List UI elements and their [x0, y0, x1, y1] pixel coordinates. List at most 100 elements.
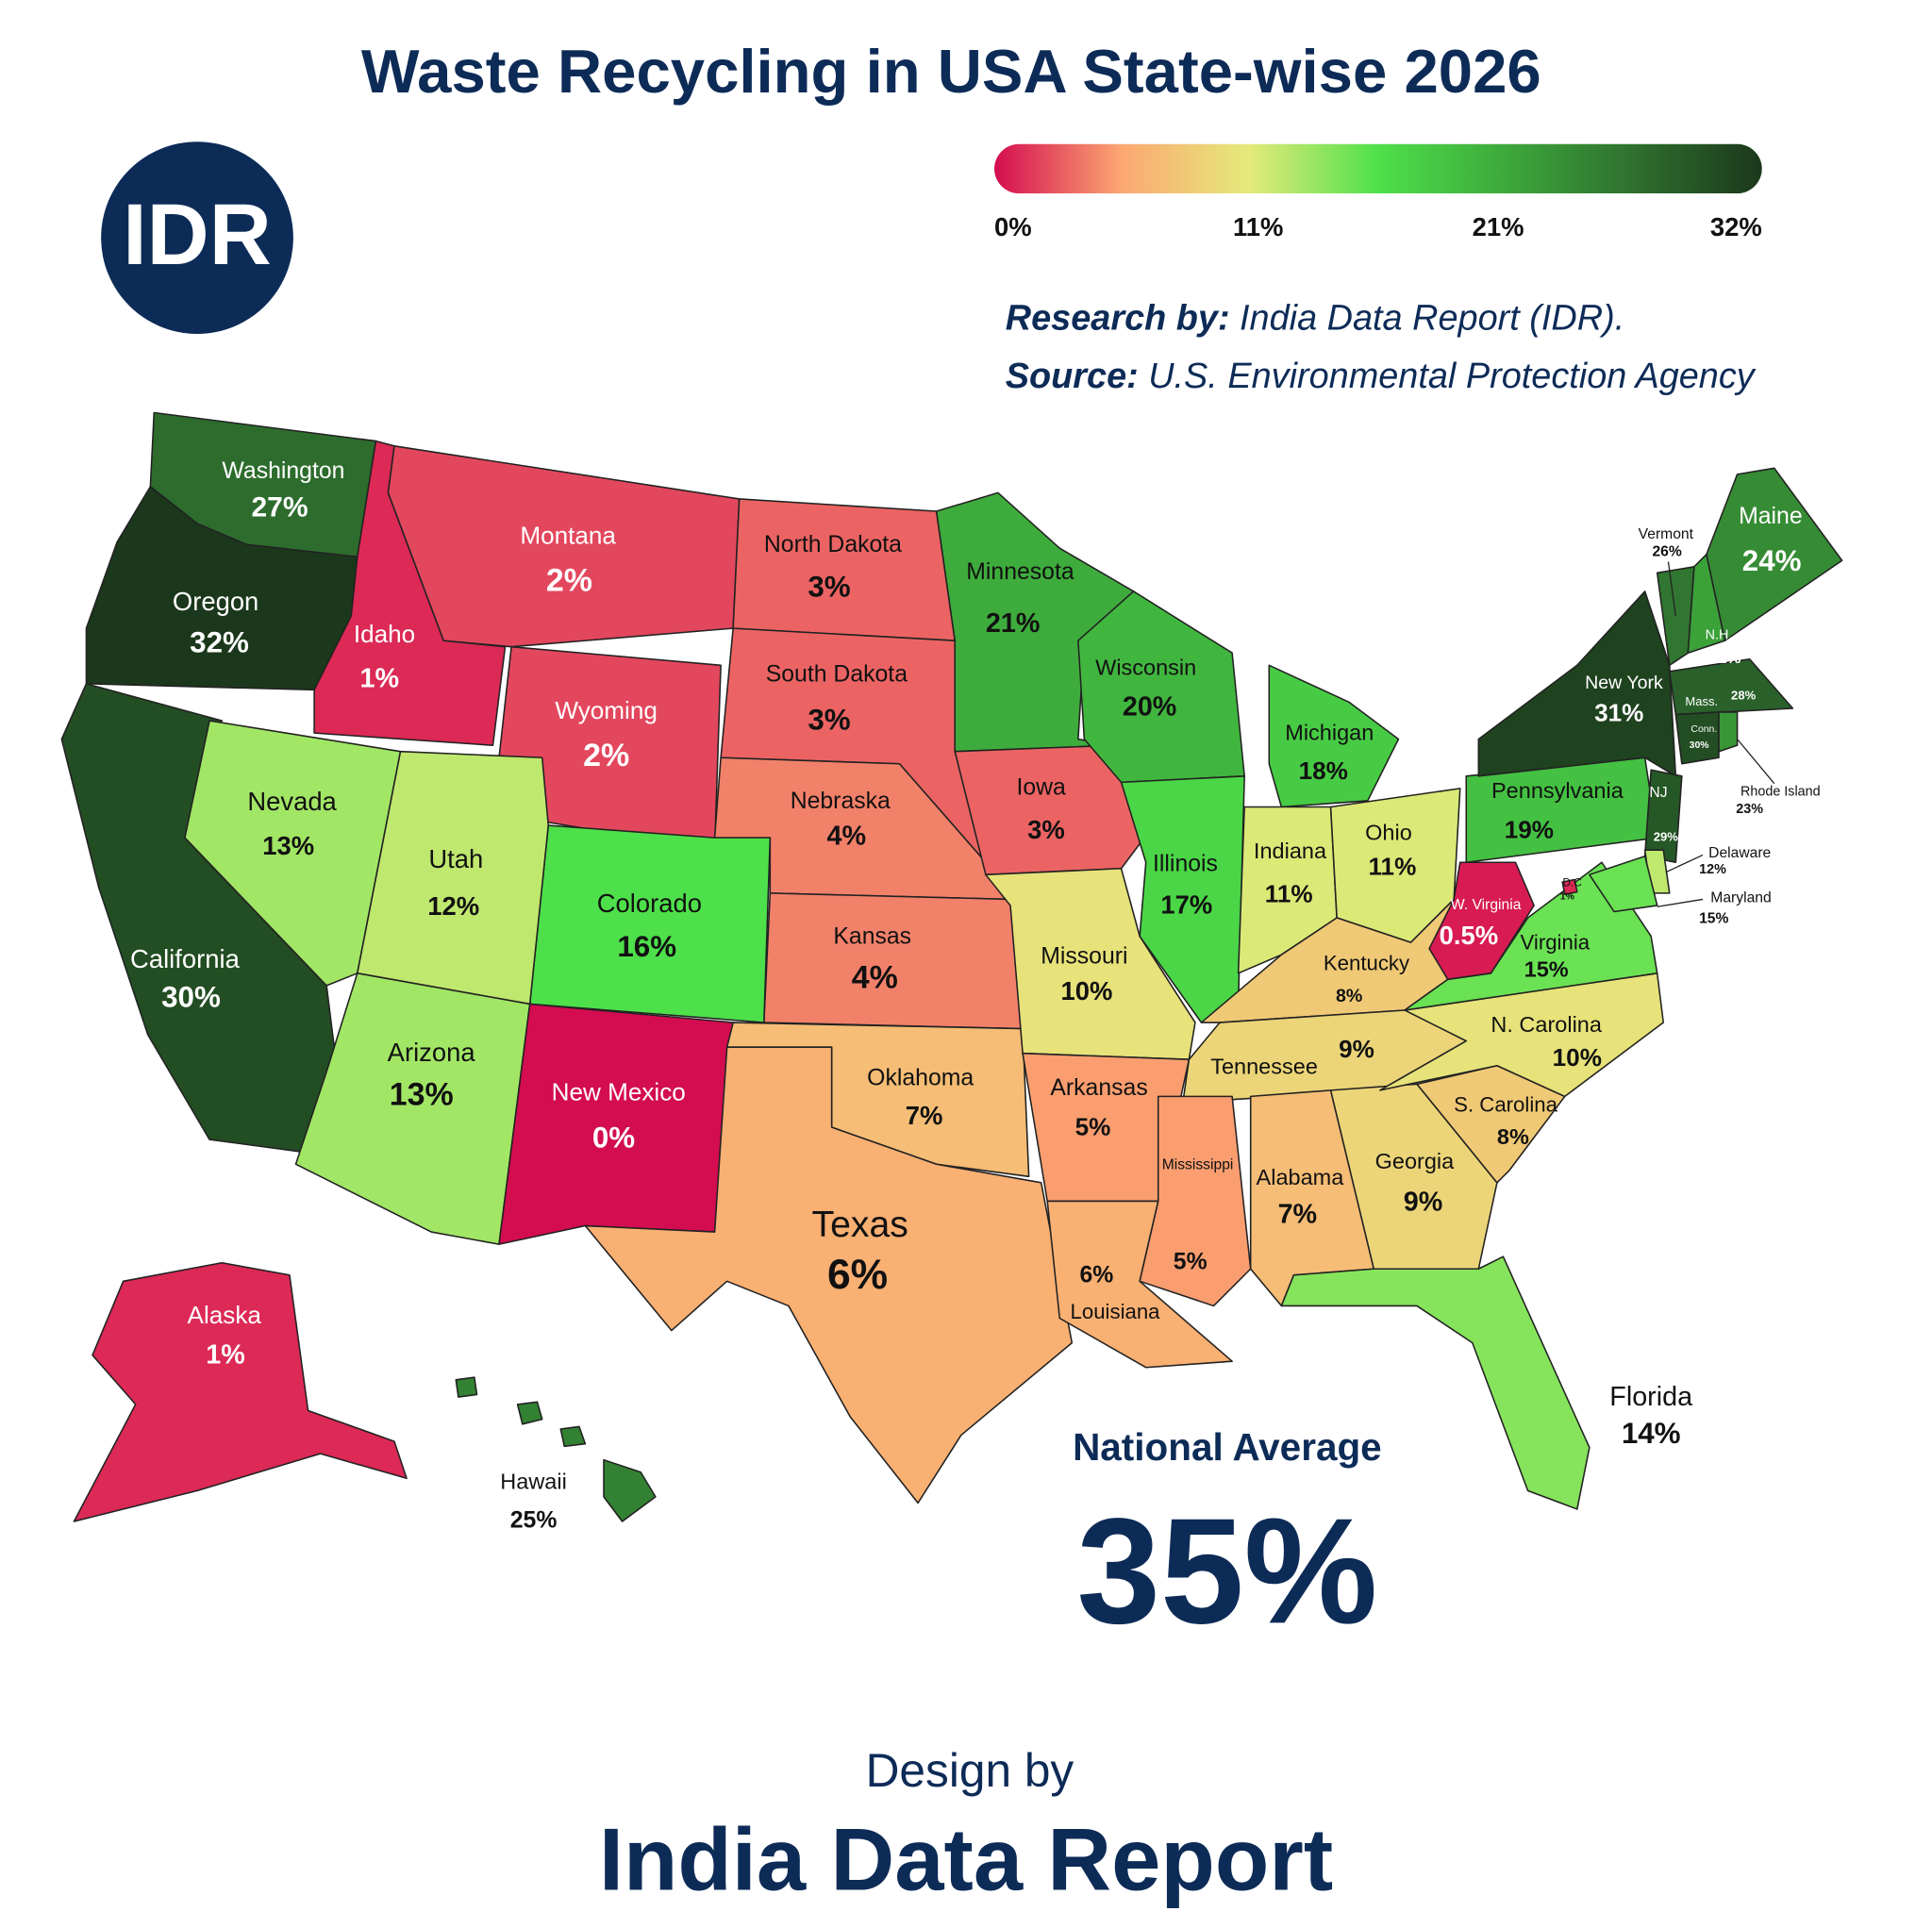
state-name: Kentucky: [1324, 952, 1410, 975]
state-name: Alaska: [188, 1301, 262, 1329]
state-value: 15%: [1699, 910, 1728, 926]
state-value: 13%: [262, 831, 314, 860]
average-title: National Average: [1073, 1425, 1382, 1469]
state-value: 26%: [1652, 543, 1681, 559]
state-name: Maine: [1739, 504, 1803, 529]
state-shape: [1280, 1255, 1591, 1510]
state-name: Vermont: [1639, 526, 1694, 542]
state-shape: [1561, 878, 1578, 895]
state-value: 22%: [1709, 649, 1741, 667]
state-name: Texas: [812, 1205, 908, 1245]
state-value: 11%: [1265, 879, 1313, 907]
callout-line: [1657, 898, 1704, 907]
state-value: 21%: [986, 608, 1040, 639]
state-name: Arkansas: [1050, 1075, 1147, 1101]
logo-circle: [101, 141, 293, 334]
state-name: Utah: [428, 844, 483, 873]
research-label: Research by:: [1006, 299, 1230, 339]
state-name: Hawaii: [500, 1470, 567, 1494]
state-value: 0%: [592, 1121, 635, 1154]
state-name: Ohio: [1365, 820, 1412, 844]
state-value: 6%: [827, 1252, 888, 1298]
state-value: 2%: [546, 563, 592, 599]
state-value: 1%: [206, 1340, 245, 1371]
state-shape: [184, 720, 402, 987]
state-value: 4%: [852, 959, 898, 995]
state-value: 19%: [1505, 816, 1554, 844]
state-shape: [455, 1376, 657, 1522]
state-name: Oklahoma: [867, 1066, 974, 1091]
state-value: 3%: [1027, 815, 1065, 844]
source-credit: Source: U.S. Environmental Protection Age…: [1006, 357, 1757, 396]
state-shape: [528, 824, 772, 1023]
state-value: 0.5%: [1440, 921, 1498, 950]
state-value: 20%: [1123, 692, 1176, 723]
state-shape: [1643, 769, 1683, 864]
state-name: Washington: [222, 458, 344, 484]
state-name: New York: [1585, 673, 1663, 693]
legend-tick-label: 32%: [1710, 212, 1762, 241]
state-name: S. Carolina: [1454, 1093, 1557, 1117]
state-value: 10%: [1553, 1043, 1602, 1072]
state-shape: [1477, 590, 1677, 777]
state-name: NJ: [1649, 785, 1667, 801]
state-value: 13%: [390, 1076, 454, 1112]
state-value: 2%: [583, 738, 629, 773]
state-name: Mass.: [1685, 694, 1718, 708]
state-name: Delaware: [1708, 845, 1771, 861]
state-shape: [1268, 664, 1400, 808]
state-name: Colorado: [597, 889, 702, 918]
logo-text: IDR: [123, 187, 271, 283]
legend-tick-label: 0%: [994, 212, 1032, 241]
callout-line: [1665, 854, 1704, 873]
state-name: N.H.: [1706, 628, 1733, 643]
callout-line: [1737, 739, 1775, 785]
state-name: D.C: [1562, 877, 1582, 889]
map: Washington 27% Oregon 32% California 30% Idaho…: [60, 411, 1843, 1534]
state-value: 5%: [1075, 1112, 1111, 1140]
state-name: N. Carolina: [1491, 1012, 1602, 1037]
state-value: 15%: [1524, 956, 1569, 981]
state-value: 9%: [1404, 1188, 1443, 1218]
state-name: New Mexico: [552, 1078, 686, 1106]
callouts: [1657, 561, 1775, 907]
state-shape: [1139, 1095, 1252, 1307]
state-name: Kansas: [833, 923, 911, 949]
state-name: Florida: [1609, 1382, 1692, 1412]
legend-tick-label: 21%: [1473, 212, 1524, 241]
state-shape: [1718, 711, 1739, 753]
state-value: 25%: [510, 1508, 558, 1534]
state-name: North Dakota: [764, 532, 902, 557]
state-value: 3%: [808, 704, 850, 737]
state-value: 8%: [1336, 986, 1362, 1006]
legend-tick-label: 11%: [1233, 212, 1283, 241]
state-value: 27%: [251, 491, 308, 523]
state-name: Minnesota: [966, 559, 1074, 585]
state-name: Nevada: [247, 787, 337, 816]
state-name: Oregon: [173, 587, 258, 616]
state-value: 7%: [1278, 1200, 1318, 1230]
state-value: 18%: [1299, 756, 1348, 785]
title: Waste Recycling in USA State-wise 2026: [361, 37, 1541, 106]
state-name: Rhode Island: [1740, 785, 1821, 800]
state-name: Conn.: [1690, 724, 1717, 735]
state-value: 11%: [1368, 853, 1416, 881]
footer-line2: India Data Report: [599, 1810, 1333, 1909]
state-name: Nebraska: [791, 789, 891, 814]
source-value: U.S. Environmental Protection Agency: [1148, 357, 1757, 396]
state-shape: [985, 867, 1196, 1061]
state-shape: [1706, 467, 1843, 641]
state-shape: [1589, 855, 1658, 913]
state-value: 30%: [1690, 740, 1709, 751]
state-name: Idaho: [354, 620, 415, 648]
state-name: Alabama: [1257, 1165, 1345, 1189]
state-value: 16%: [617, 930, 676, 963]
state-shape: [1668, 657, 1794, 716]
legend-gradient: [994, 143, 1762, 194]
state-shape: [357, 750, 550, 1006]
footer-line1: Design by: [866, 1744, 1074, 1797]
state-value: 5%: [1174, 1249, 1208, 1274]
state-name: W. Virginia: [1451, 897, 1522, 913]
state-shape: [1674, 711, 1720, 765]
source-label: Source:: [1006, 357, 1139, 396]
